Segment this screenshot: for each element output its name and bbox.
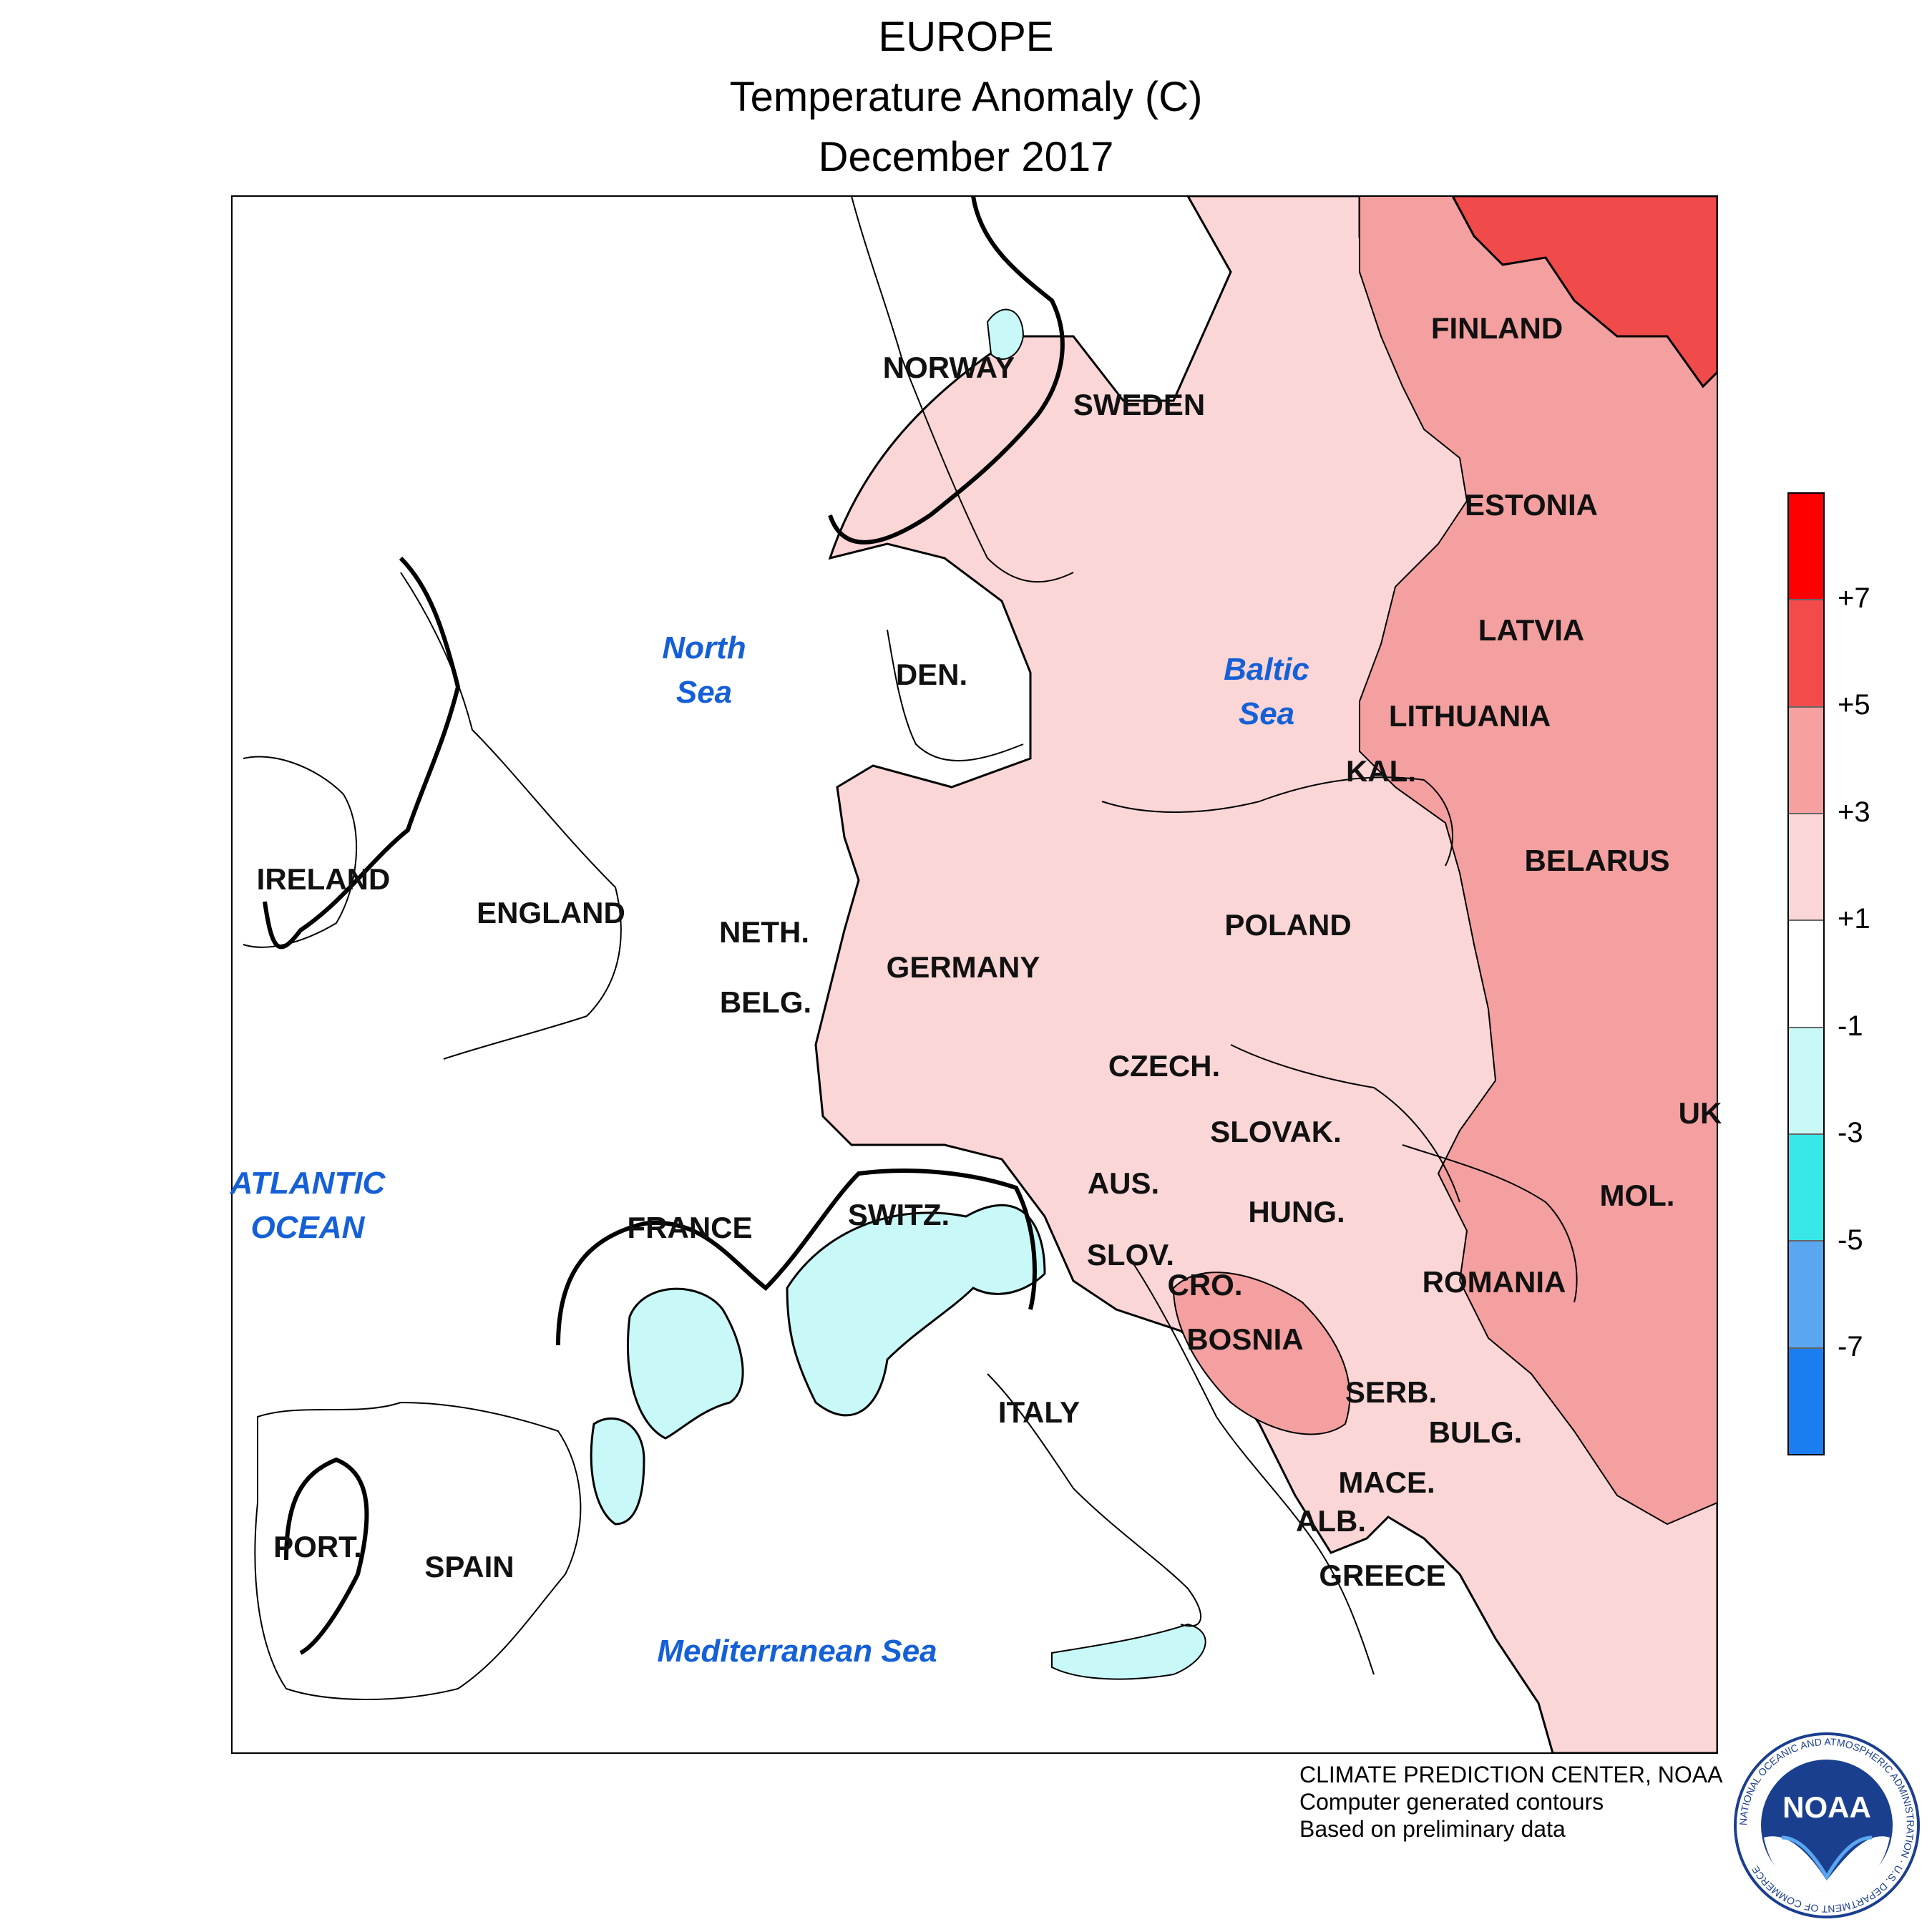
credit-line-2: Computer generated contours bbox=[1299, 1789, 1604, 1815]
map-title: EUROPE bbox=[878, 14, 1054, 60]
anomaly-region-cool-alps bbox=[786, 1204, 1046, 1417]
credit-line-3: Based on preliminary data bbox=[1299, 1816, 1566, 1842]
noaa-logo: NOAA NATIONAL OCEANIC AND ATMOSPHERIC AD… bbox=[1734, 1732, 1920, 1918]
legend-swatch bbox=[1789, 919, 1823, 1027]
country-label: AUS. bbox=[1088, 1166, 1159, 1200]
country-label: FRANCE bbox=[628, 1211, 753, 1244]
country-labels: FINLAND NORWAY SWEDEN ESTONIA LATVIA LITHUANI… bbox=[257, 311, 1722, 1592]
water-label-north-sea: Sea bbox=[676, 675, 732, 710]
country-label: CRO. bbox=[1168, 1268, 1243, 1302]
water-label-baltic-sea: Baltic bbox=[1224, 652, 1309, 687]
country-label: HUNG. bbox=[1248, 1195, 1345, 1229]
country-label: SLOV. bbox=[1087, 1238, 1174, 1272]
country-label: ALB. bbox=[1296, 1504, 1366, 1538]
country-label: LATVIA bbox=[1478, 613, 1585, 647]
legend-swatch bbox=[1789, 706, 1823, 813]
country-label: GERMANY bbox=[887, 950, 1040, 984]
contour-zero-norway bbox=[828, 196, 1065, 545]
country-label: ESTONIA bbox=[1465, 488, 1598, 522]
country-label: BELG. bbox=[720, 985, 811, 1019]
anomaly-region-cool-norway bbox=[986, 308, 1025, 360]
contour-zero-france bbox=[556, 1169, 1037, 1346]
contour-zero-uk bbox=[263, 556, 461, 950]
country-label: UK bbox=[1679, 1096, 1722, 1130]
country-label: FINLAND bbox=[1431, 311, 1563, 345]
legend-swatch bbox=[1789, 1240, 1823, 1347]
country-label: BOSNIA bbox=[1186, 1322, 1303, 1356]
country-label: SWITZ. bbox=[848, 1198, 950, 1231]
legend-swatch bbox=[1789, 1133, 1823, 1241]
country-label: MACE. bbox=[1338, 1465, 1435, 1499]
legend-tick-label: +1 bbox=[1838, 903, 1870, 935]
map-frame bbox=[231, 195, 1718, 1754]
water-label-north-sea: North bbox=[662, 630, 746, 665]
legend-swatch bbox=[1789, 812, 1823, 920]
country-label: ITALY bbox=[998, 1395, 1080, 1429]
legend-tick-label: -3 bbox=[1838, 1117, 1863, 1149]
country-label: MOL. bbox=[1600, 1179, 1675, 1212]
legend-tick-label: +5 bbox=[1838, 689, 1870, 721]
country-label: NETH. bbox=[719, 915, 809, 949]
country-label: LITHUANIA bbox=[1389, 699, 1551, 733]
country-label: GREECE bbox=[1319, 1558, 1445, 1592]
anomaly-region-gt-5 bbox=[1451, 196, 1717, 389]
credit-line-1: CLIMATE PREDICTION CENTER, NOAA bbox=[1299, 1762, 1723, 1787]
country-label: DEN. bbox=[896, 658, 967, 691]
water-labels: North Sea Baltic Sea ATLANTIC OCEAN Mediterran… bbox=[230, 630, 1309, 1669]
legend-tick-label: +7 bbox=[1838, 582, 1870, 614]
anomaly-region-3-5 bbox=[1359, 196, 1717, 1526]
country-label: POLAND bbox=[1224, 908, 1351, 942]
country-label: SPAIN bbox=[424, 1550, 514, 1584]
water-label-atlantic: ATLANTIC bbox=[230, 1166, 386, 1201]
noaa-logo-text: NOAA bbox=[1782, 1790, 1871, 1824]
anomaly-region-cool-spain bbox=[590, 1417, 645, 1526]
anomaly-region-cool-sicily bbox=[1051, 1623, 1206, 1680]
country-label: IRELAND bbox=[257, 862, 391, 896]
country-label: ENGLAND bbox=[477, 896, 625, 930]
anomaly-region-cool-france bbox=[627, 1287, 744, 1440]
color-legend bbox=[1787, 492, 1825, 1455]
country-label: NORWAY bbox=[883, 351, 1015, 384]
country-label: SERB. bbox=[1345, 1375, 1437, 1409]
map-content bbox=[243, 196, 1717, 1753]
legend-swatches bbox=[1789, 494, 1823, 1454]
legend-tick-label: +3 bbox=[1838, 796, 1870, 828]
legend-tick-label: -7 bbox=[1838, 1331, 1863, 1363]
country-label: BELARUS bbox=[1524, 844, 1669, 877]
legend-tick-label: -1 bbox=[1838, 1010, 1863, 1042]
country-label: PORT. bbox=[273, 1530, 362, 1563]
country-label: CZECH. bbox=[1108, 1049, 1220, 1083]
map-subtitle: Temperature Anomaly (C) bbox=[729, 74, 1203, 120]
legend-swatch bbox=[1789, 494, 1823, 600]
country-label: SWEDEN bbox=[1073, 388, 1205, 421]
coastlines bbox=[243, 196, 1578, 1700]
country-label: ROMANIA bbox=[1423, 1265, 1566, 1299]
legend-swatch bbox=[1789, 1347, 1823, 1454]
contour-zero-spain bbox=[284, 1457, 369, 1655]
country-label: BULG. bbox=[1429, 1415, 1523, 1449]
country-label: SLOVAK. bbox=[1210, 1115, 1342, 1148]
map-period: December 2017 bbox=[818, 134, 1114, 180]
legend-swatch bbox=[1789, 599, 1823, 706]
country-label: KAL. bbox=[1346, 754, 1416, 788]
water-label-atlantic: OCEAN bbox=[251, 1210, 366, 1245]
legend-swatch bbox=[1789, 1026, 1823, 1133]
water-label-baltic-sea: Sea bbox=[1239, 696, 1294, 731]
legend-tick-label: -5 bbox=[1838, 1224, 1863, 1256]
water-label-mediterranean: Mediterranean Sea bbox=[657, 1634, 937, 1669]
anomaly-region-balkans bbox=[1172, 1272, 1351, 1435]
